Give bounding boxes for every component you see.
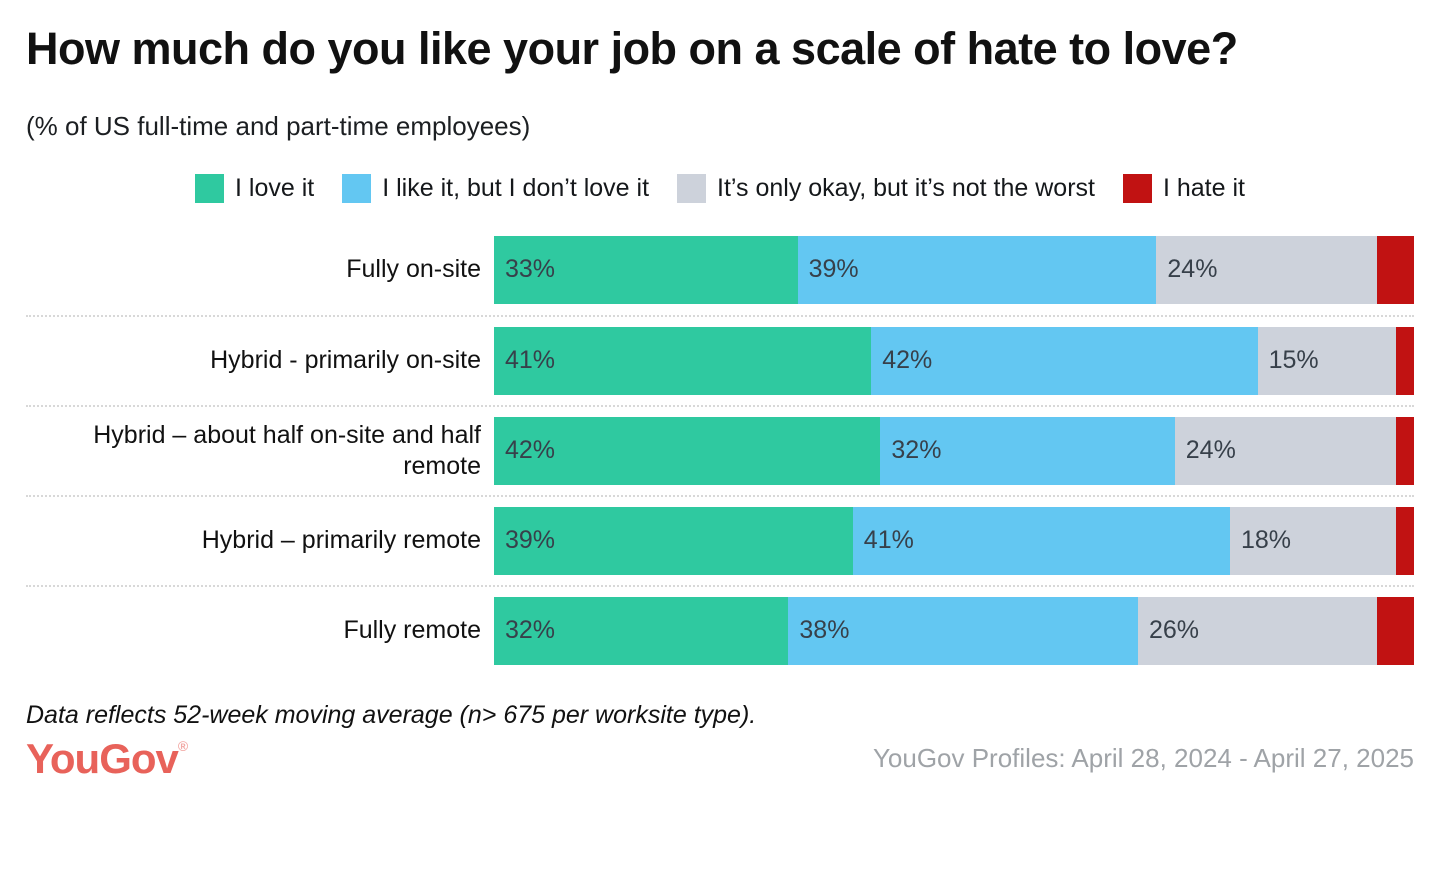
bar-segment: 26% [1137, 596, 1378, 665]
chart-footnote: Data reflects 52-week moving average (n>… [26, 700, 757, 729]
value-label: 33% [505, 255, 556, 284]
value-label: 42% [505, 436, 556, 465]
page-title: How much do you like your job on a scale… [26, 23, 1238, 74]
stacked-bar: 41% 42% 15% [494, 326, 1414, 395]
bar-segment [1395, 506, 1414, 575]
bar-segment [1377, 596, 1414, 665]
stacked-bar: 33% 39% 24% [494, 235, 1414, 304]
bar-segment: 15% [1257, 326, 1396, 395]
page: How much do you like your job on a scale… [0, 22, 1440, 780]
legend-swatch [1122, 173, 1152, 203]
bar-segment: 24% [1174, 416, 1396, 485]
legend-item: I love it [195, 173, 315, 203]
bar-segment: 41% [852, 506, 1230, 575]
legend-label: I like it, but I don’t love it [382, 173, 650, 202]
value-label: 15% [1268, 346, 1319, 375]
bar-segment: 24% [1156, 235, 1378, 304]
source-attribution: YouGov Profiles: April 28, 2024 - April … [872, 743, 1414, 774]
category-label: Fully remote [343, 616, 481, 645]
bar-segment: 33% [494, 235, 798, 304]
category-label: Hybrid - primarily on-site [210, 346, 481, 375]
chart-row: Hybrid - primarily on-site 41% 42% 15% [26, 314, 1414, 405]
chart-legend: I love it I like it, but I don’t love it I… [26, 173, 1414, 203]
legend-swatch [195, 173, 225, 203]
bar-segment: 41% [494, 326, 872, 395]
chart-row: Fully remote 32% 38% 26% [26, 584, 1414, 675]
category-label: Hybrid – primarily remote [201, 526, 481, 555]
stacked-bar-chart: Fully on-site 33% 39% 24% Hybrid - primarily… [26, 225, 1414, 675]
value-label: 24% [1185, 436, 1236, 465]
legend-item: It’s only okay, but it’s not the worst [677, 173, 1095, 203]
value-label: 41% [863, 526, 914, 555]
legend-item: I like it, but I don’t love it [342, 173, 650, 203]
bar-segment [1377, 235, 1414, 304]
value-label: 39% [505, 526, 556, 555]
legend-label: I love it [235, 173, 315, 202]
bottom-bar: YouGov® YouGov Profiles: April 28, 2024 … [26, 734, 1414, 782]
bar-segment: 39% [797, 235, 1157, 304]
legend-swatch [677, 173, 707, 203]
legend-label: It’s only okay, but it’s not the worst [717, 173, 1095, 202]
registered-trademark-icon: ® [177, 737, 188, 754]
bar-segment: 42% [871, 326, 1258, 395]
bar-segment [1395, 416, 1414, 485]
value-label: 26% [1148, 616, 1200, 645]
legend-label: I hate it [1162, 173, 1245, 202]
value-label: 18% [1240, 526, 1292, 555]
yougov-logo-text: YouGov [26, 734, 179, 782]
value-label: 24% [1167, 255, 1218, 284]
bar-segment: 32% [494, 596, 789, 665]
chart-row: Hybrid – about half on-site and half rem… [26, 404, 1414, 495]
chart-row: Hybrid – primarily remote 39% 41% 18% [26, 494, 1414, 585]
stacked-bar: 32% 38% 26% [494, 596, 1414, 665]
stacked-bar: 39% 41% 18% [494, 506, 1414, 575]
value-label: 38% [799, 616, 850, 645]
bar-segment: 39% [494, 506, 853, 575]
bar-segment [1395, 326, 1414, 395]
value-label: 39% [808, 255, 859, 284]
bar-segment: 18% [1229, 506, 1396, 575]
value-label: 42% [882, 346, 933, 375]
bar-segment: 38% [788, 596, 1138, 665]
chart-row: Fully on-site 33% 39% 24% [26, 225, 1414, 315]
category-label: Fully on-site [346, 255, 481, 284]
stacked-bar: 42% 32% 24% [494, 416, 1414, 485]
category-label: Hybrid – about half on-site and half rem… [93, 420, 481, 480]
chart-subtitle: (% of US full-time and part-time employe… [26, 110, 531, 141]
value-label: 32% [891, 436, 942, 465]
value-label: 41% [505, 346, 556, 375]
legend-item: I hate it [1122, 173, 1245, 203]
yougov-logo: YouGov® [26, 734, 188, 782]
bar-segment: 42% [494, 416, 881, 485]
bar-segment: 32% [880, 416, 1175, 485]
value-label: 32% [505, 616, 556, 645]
legend-swatch [342, 173, 372, 203]
